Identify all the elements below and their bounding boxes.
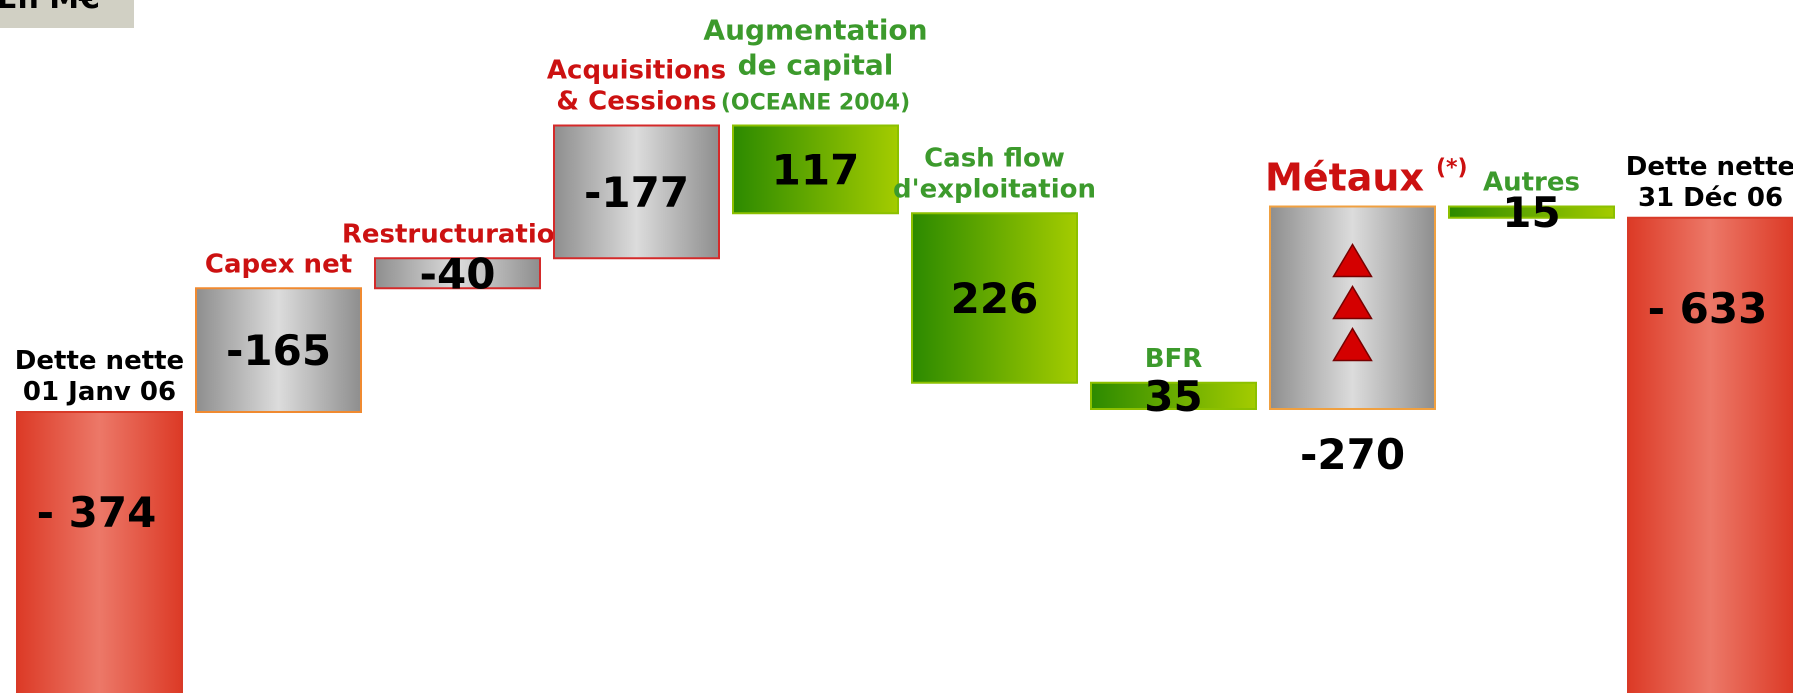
annotation: (*) [1436,156,1468,181]
category-label: Acquisitions [547,56,726,86]
value-label: - 374 [37,488,157,537]
category-label: 31 Déc 06 [1638,183,1783,213]
triangle-icon [1332,327,1373,362]
value-label: -177 [584,168,689,217]
category-label: 01 Janv 06 [23,377,176,407]
category-label: (OCEANE 2004) [721,91,910,116]
category-label: BFR [1145,344,1203,374]
category-label: & Cessions [556,87,716,117]
category-label: Capex net [205,249,352,279]
category-label: Dette nette [15,346,184,376]
value-label: -40 [420,249,496,298]
bar [195,287,362,413]
bar [1448,205,1615,219]
value-label: -270 [1300,430,1405,479]
bar [1090,381,1257,410]
triangle-icon [1332,285,1373,320]
unit-box [0,0,134,28]
bar [553,124,720,260]
category-label: d'exploitation [893,174,1096,204]
chart-title: En M€ [0,0,100,16]
category-label: Augmentation [703,14,927,47]
category-label: Restructuration [342,219,573,249]
bar [374,257,541,290]
bar [911,212,1078,384]
value-label: - 633 [1648,284,1768,333]
category-label: de capital [738,49,894,82]
category-label: Métaux [1265,156,1424,200]
bar [1627,216,1793,693]
category-label: Autres [1483,168,1580,198]
category-label: Dette nette [1626,152,1793,182]
value-label: 117 [772,145,860,194]
value-label: -165 [226,326,331,375]
value-label: 35 [1144,372,1202,421]
bar [732,124,899,215]
value-label: 226 [951,274,1039,323]
category-label: Cash flow [924,143,1065,173]
triangle-icon [1332,243,1373,278]
bar [16,411,183,693]
value-label: 15 [1502,188,1560,237]
